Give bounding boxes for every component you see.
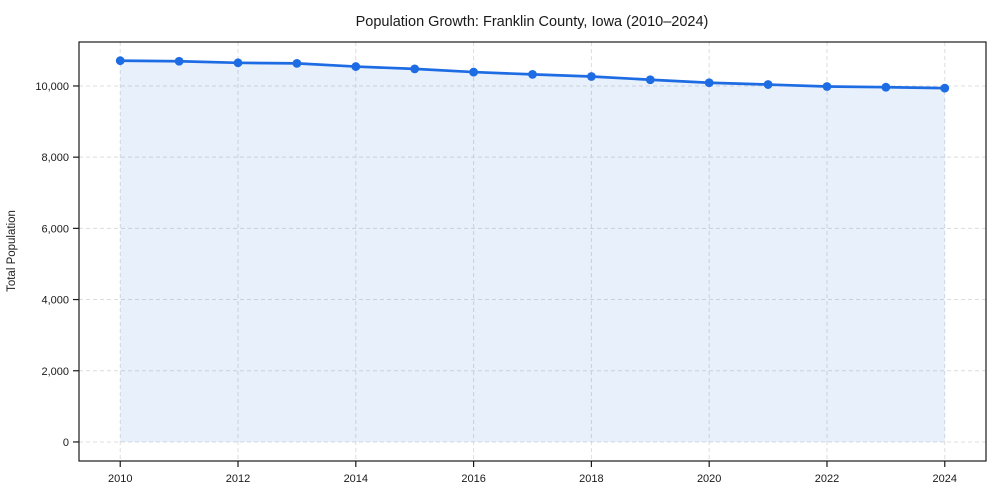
area-fill <box>120 60 945 442</box>
data-point-marker <box>881 82 891 92</box>
data-point-marker <box>115 56 125 66</box>
y-axis-label: Total Population <box>6 210 18 292</box>
y-tick-label: 4,000 <box>41 295 69 307</box>
x-tick-label: 2014 <box>344 473 368 485</box>
x-tick-label: 2016 <box>461 473 485 485</box>
plot-border <box>78 41 987 462</box>
y-tick-label: 8,000 <box>41 152 69 164</box>
data-point-marker <box>351 62 361 71</box>
data-point-marker <box>528 69 537 79</box>
data-point-marker <box>233 58 243 68</box>
data-point-marker <box>174 56 184 66</box>
x-tick-label: 2024 <box>933 473 957 485</box>
y-tick-label: 6,000 <box>41 223 69 235</box>
x-tick-label: 2018 <box>579 473 603 485</box>
chart-title: Population Growth: Franklin County, Iowa… <box>356 14 709 30</box>
data-point-marker <box>940 83 950 93</box>
data-point-marker <box>763 80 773 89</box>
x-tick-label: 2022 <box>815 473 839 485</box>
y-tick-label: 2,000 <box>41 366 69 378</box>
data-point-marker <box>822 82 832 91</box>
data-point-marker <box>410 64 420 74</box>
data-point-marker <box>292 58 302 68</box>
data-point-marker <box>469 67 479 77</box>
y-tick-label: 10,000 <box>35 81 69 93</box>
data-point-marker <box>645 75 655 85</box>
data-point-marker <box>586 72 596 81</box>
data-point-marker <box>704 78 714 88</box>
x-tick-label: 2020 <box>697 473 721 485</box>
x-tick-label: 2010 <box>108 473 132 485</box>
y-tick-label: 0 <box>63 437 69 449</box>
x-tick-label: 2012 <box>226 473 250 485</box>
